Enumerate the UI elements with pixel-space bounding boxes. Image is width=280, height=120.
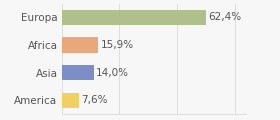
Text: 7,6%: 7,6% — [81, 95, 108, 105]
Bar — [62, 10, 206, 25]
Bar — [62, 93, 79, 108]
Bar — [62, 65, 94, 80]
Text: 15,9%: 15,9% — [101, 40, 134, 50]
Text: 14,0%: 14,0% — [96, 68, 129, 78]
Bar — [62, 37, 98, 53]
Text: 62,4%: 62,4% — [208, 12, 241, 22]
